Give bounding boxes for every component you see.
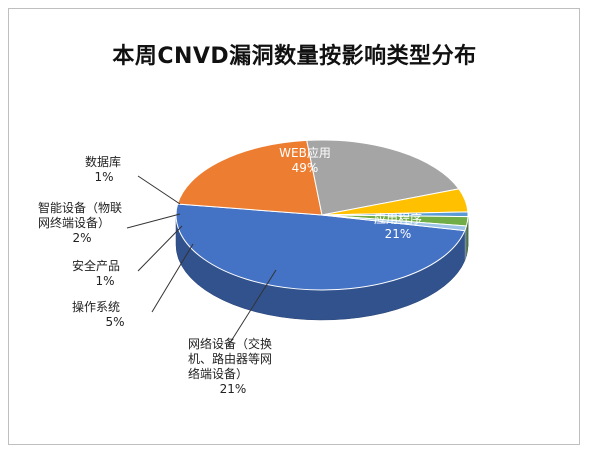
slice-label-1: 应用程序 <box>374 211 422 226</box>
leader-line-5 <box>126 213 181 229</box>
slice-label-3: 操作系统 <box>72 299 120 314</box>
slice-label-5: 智能设备（物联网终端设备） <box>38 200 122 230</box>
pie-slice-1 <box>176 139 323 216</box>
slice-value-1: 21% <box>385 227 412 241</box>
leader-line-3 <box>151 243 194 313</box>
leader-line-6 <box>137 175 181 205</box>
slice-value-3: 5% <box>105 315 124 329</box>
slice-label-0: WEB应用 <box>279 145 331 160</box>
pie-slice-0 <box>175 203 466 291</box>
pie-labels: WEB应用49%应用程序21%网络设备（交换机、路由器等网络端设备）21%操作系… <box>38 145 422 396</box>
slice-label-2: 网络设备（交换机、路由器等网络端设备） <box>188 336 272 381</box>
slice-label-6: 数据库 <box>85 154 121 169</box>
pie-slice-6 <box>321 214 468 232</box>
slice-value-5: 2% <box>72 231 91 245</box>
leader-line-2 <box>227 269 277 347</box>
pie-slice-2 <box>306 139 460 216</box>
slice-label-4: 安全产品 <box>72 258 120 273</box>
chart-title: 本周CNVD漏洞数量按影响类型分布 <box>112 44 477 69</box>
slice-value-4: 1% <box>95 274 114 288</box>
slice-value-2: 21% <box>220 382 247 396</box>
slice-value-6: 1% <box>94 170 113 184</box>
leader-line-4 <box>137 225 183 272</box>
pie-top-faces <box>175 139 469 291</box>
slice-value-0: 49% <box>292 161 319 175</box>
